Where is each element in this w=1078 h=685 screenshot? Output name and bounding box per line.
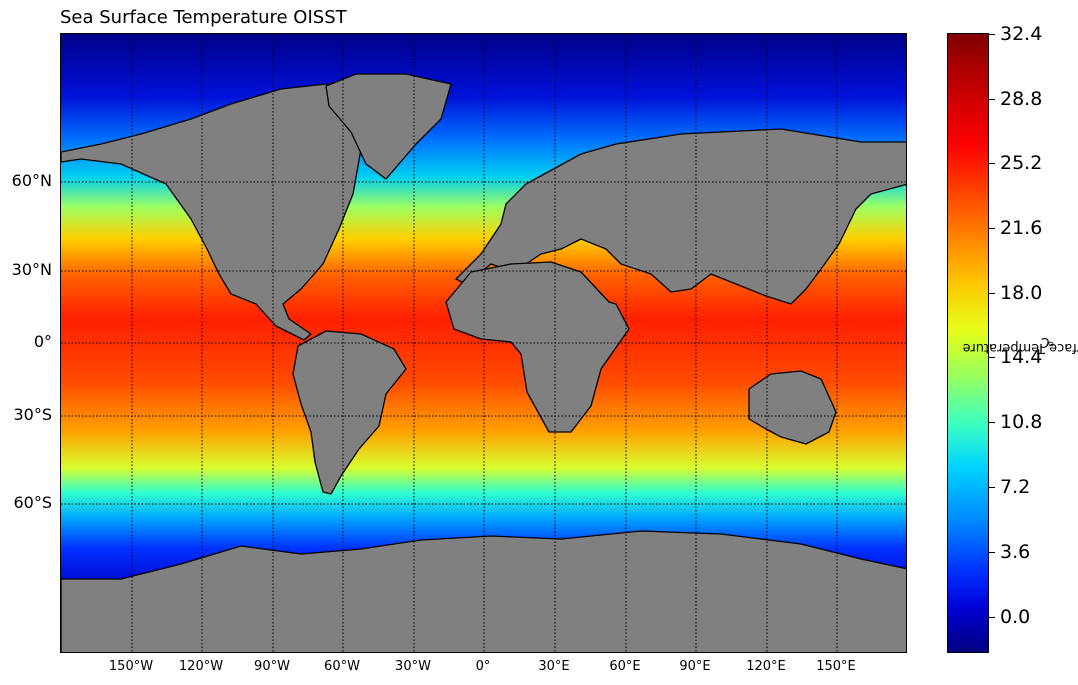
colorbar-tick (989, 163, 995, 164)
lon-label-90e: 90°E (679, 659, 711, 674)
lon-label-120w: 120°W (178, 659, 224, 674)
land-north-america (61, 83, 362, 341)
land-masses (61, 73, 906, 652)
colorbar-tick-label: 28.8 (1000, 88, 1043, 110)
colorbar-tick-label: 18.0 (1000, 282, 1043, 304)
land-greenland (325, 73, 452, 180)
colorbar-tick-label: 7.2 (1000, 476, 1031, 498)
colorbar-tick-label: 0.0 (1000, 606, 1031, 628)
colorbar-title-text: Sea Surface Temperature (962, 339, 1078, 355)
colorbar-title-unit: C (1040, 334, 1050, 350)
land-australia (748, 370, 837, 445)
colorbar-tick (989, 228, 995, 229)
lon-label-60w: 60°W (324, 659, 360, 674)
lon-label-30w: 30°W (395, 659, 431, 674)
lon-label-150e: 150°E (816, 659, 856, 674)
colorbar-tick-label: 25.2 (1000, 152, 1043, 174)
colorbar-tick (989, 99, 995, 100)
lat-label-0: 0° (33, 332, 52, 351)
map-canvas (61, 34, 906, 652)
land-eurasia (455, 128, 906, 305)
lat-label-30n: 30°N (11, 260, 52, 279)
colorbar-tick (989, 34, 995, 35)
lon-label-150w: 150°W (108, 659, 154, 674)
colorbar-tick (989, 422, 995, 423)
land-south-america (292, 330, 407, 495)
lon-label-90w: 90°W (254, 659, 290, 674)
lon-label-60e: 60°E (609, 659, 641, 674)
colorbar (947, 33, 989, 653)
lat-label-60n: 60°N (11, 171, 52, 190)
colorbar-tick (989, 357, 995, 358)
colorbar-tick-label: 14.4 (1000, 346, 1043, 368)
lon-label-120e: 120°E (746, 659, 786, 674)
colorbar-tick (989, 487, 995, 488)
lon-label-30e: 30°E (538, 659, 570, 674)
colorbar-tick-label: 3.6 (1000, 541, 1031, 563)
sst-map[interactable] (60, 33, 907, 653)
graticule (61, 34, 906, 652)
lat-label-30s: 30°S (13, 405, 52, 424)
map-title: Sea Surface Temperature OISST (60, 7, 347, 28)
colorbar-tick-label: 32.4 (1000, 23, 1043, 45)
colorbar-tick (989, 617, 995, 618)
colorbar-tick (989, 552, 995, 553)
land-africa (445, 261, 630, 433)
colorbar-tick (989, 293, 995, 294)
lat-label-60s: 60°S (13, 493, 52, 512)
colorbar-tick-label: 21.6 (1000, 217, 1043, 239)
lon-label-0: 0° (475, 659, 491, 674)
colorbar-tick-label: 10.8 (1000, 411, 1043, 433)
